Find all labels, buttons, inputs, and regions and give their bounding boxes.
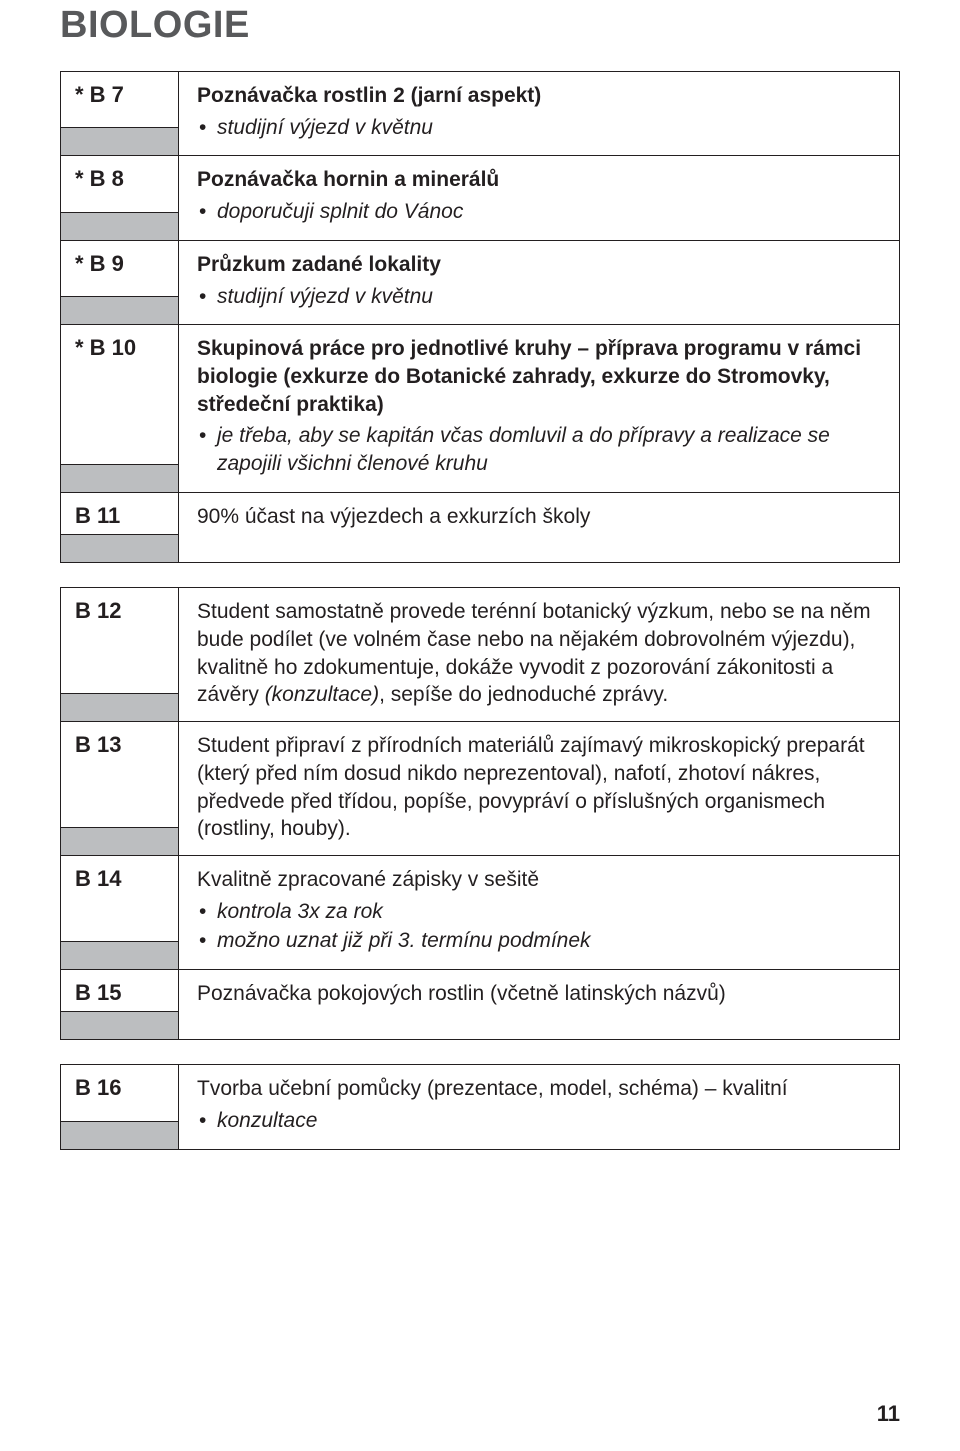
bullet-item: studijní výjezd v květnu [217, 114, 881, 144]
item-title: Poznávačka rostlin 2 (jarní aspekt) [197, 82, 881, 110]
description-column: Student samostatně provede terénní botan… [179, 588, 899, 721]
table-row: B 15 Poznávačka pokojových rostlin (včetn… [61, 970, 899, 1039]
bullet-list: je třeba, aby se kapitán včas domluvil a… [197, 422, 881, 479]
page-number: 11 [877, 1401, 900, 1427]
code-column: B 16 [61, 1065, 179, 1148]
code-status-strip [61, 534, 178, 562]
item-code: * B 9 [61, 241, 178, 296]
code-status-strip [61, 296, 178, 324]
item-code: * B 7 [61, 72, 178, 127]
table-row: B 16 Tvorba učební pomůcky (prezentace, m… [61, 1065, 899, 1148]
code-status-strip [61, 464, 178, 492]
code-status-strip [61, 941, 178, 969]
bullet-item: kontrola 3x za rok [217, 898, 881, 928]
description-column: Poznávačka pokojových rostlin (včetně la… [179, 970, 899, 1039]
sections-container: * B 7Poznávačka rostlin 2 (jarní aspekt)… [60, 71, 900, 1150]
code-column: * B 10 [61, 325, 179, 492]
bullet-list: kontrola 3x za rokmožno uznat již při 3.… [197, 898, 881, 957]
code-status-strip [61, 127, 178, 155]
code-column: * B 7 [61, 72, 179, 155]
bullet-list: doporučuji splnit do Vánoc [197, 198, 881, 228]
table-row: B 14Kvalitně zpracované zápisky v sešitě… [61, 856, 899, 970]
description-column: Student připraví z přírodních materiálů … [179, 722, 899, 855]
description-column: Poznávačka rostlin 2 (jarní aspekt) studi… [179, 72, 899, 155]
item-code: B 12 [61, 588, 178, 693]
code-status-strip [61, 693, 178, 721]
item-text: Student samostatně provede terénní botan… [197, 598, 881, 709]
page-title: BIOLOGIE [60, 0, 900, 47]
section: B 16 Tvorba učební pomůcky (prezentace, m… [60, 1064, 900, 1149]
table-row: * B 7Poznávačka rostlin 2 (jarní aspekt)… [61, 72, 899, 156]
description-column: Skupinová práce pro jednotlivé kruhy – p… [179, 325, 899, 492]
description-column: Průzkum zadané lokality studijní výjezd v… [179, 241, 899, 324]
code-column: * B 8 [61, 156, 179, 239]
item-code: B 11 [61, 493, 178, 534]
table-row: B 12Student samostatně provede terénní b… [61, 588, 899, 722]
bullet-list: konzultace [197, 1107, 881, 1137]
table-row: B 13Student připraví z přírodních materi… [61, 722, 899, 856]
item-text: 90% účast na výjezdech a exkurzích školy [197, 503, 881, 531]
description-column: Tvorba učební pomůcky (prezentace, model… [179, 1065, 899, 1148]
item-code: B 15 [61, 970, 178, 1011]
section: * B 7Poznávačka rostlin 2 (jarní aspekt)… [60, 71, 900, 563]
description-column: Poznávačka hornin a minerálů doporučuji s… [179, 156, 899, 239]
code-column: B 15 [61, 970, 179, 1039]
code-status-strip [61, 1121, 178, 1149]
section: B 12Student samostatně provede terénní b… [60, 587, 900, 1040]
item-code: B 16 [61, 1065, 178, 1120]
item-text: Poznávačka pokojových rostlin (včetně la… [197, 980, 881, 1008]
item-title: Tvorba učební pomůcky (prezentace, model… [197, 1075, 881, 1103]
table-row: B 11 90% účast na výjezdech a exkurzích š… [61, 493, 899, 562]
item-title: Poznávačka hornin a minerálů [197, 166, 881, 194]
description-column: Kvalitně zpracované zápisky v sešitě kont… [179, 856, 899, 969]
description-column: 90% účast na výjezdech a exkurzích školy [179, 493, 899, 562]
item-code: B 14 [61, 856, 178, 941]
item-text: Student připraví z přírodních materiálů … [197, 732, 881, 843]
bullet-item: možno uznat již při 3. termínu podmínek [217, 927, 881, 957]
code-status-strip [61, 1011, 178, 1039]
code-column: B 11 [61, 493, 179, 562]
bullet-item: konzultace [217, 1107, 881, 1137]
item-code: B 13 [61, 722, 178, 827]
table-row: * B 10Skupinová práce pro jednotlivé kru… [61, 325, 899, 493]
item-title: Kvalitně zpracované zápisky v sešitě [197, 866, 881, 894]
bullet-item: doporučuji splnit do Vánoc [217, 198, 881, 228]
bullet-list: studijní výjezd v květnu [197, 114, 881, 144]
page: BIOLOGIE * B 7Poznávačka rostlin 2 (jarn… [0, 0, 960, 1451]
code-status-strip [61, 827, 178, 855]
code-status-strip [61, 212, 178, 240]
bullet-item: je třeba, aby se kapitán včas domluvil a… [217, 422, 881, 479]
table-row: * B 8 Poznávačka hornin a minerálů doporuč… [61, 156, 899, 240]
code-column: * B 9 [61, 241, 179, 324]
bullet-list: studijní výjezd v květnu [197, 283, 881, 313]
code-column: B 13 [61, 722, 179, 855]
code-column: B 14 [61, 856, 179, 969]
table-row: * B 9 Průzkum zadané lokality studijní výj… [61, 241, 899, 325]
item-title: Skupinová práce pro jednotlivé kruhy – p… [197, 335, 881, 418]
item-title: Průzkum zadané lokality [197, 251, 881, 279]
bullet-item: studijní výjezd v květnu [217, 283, 881, 313]
item-code: * B 10 [61, 325, 178, 464]
item-code: * B 8 [61, 156, 178, 211]
code-column: B 12 [61, 588, 179, 721]
